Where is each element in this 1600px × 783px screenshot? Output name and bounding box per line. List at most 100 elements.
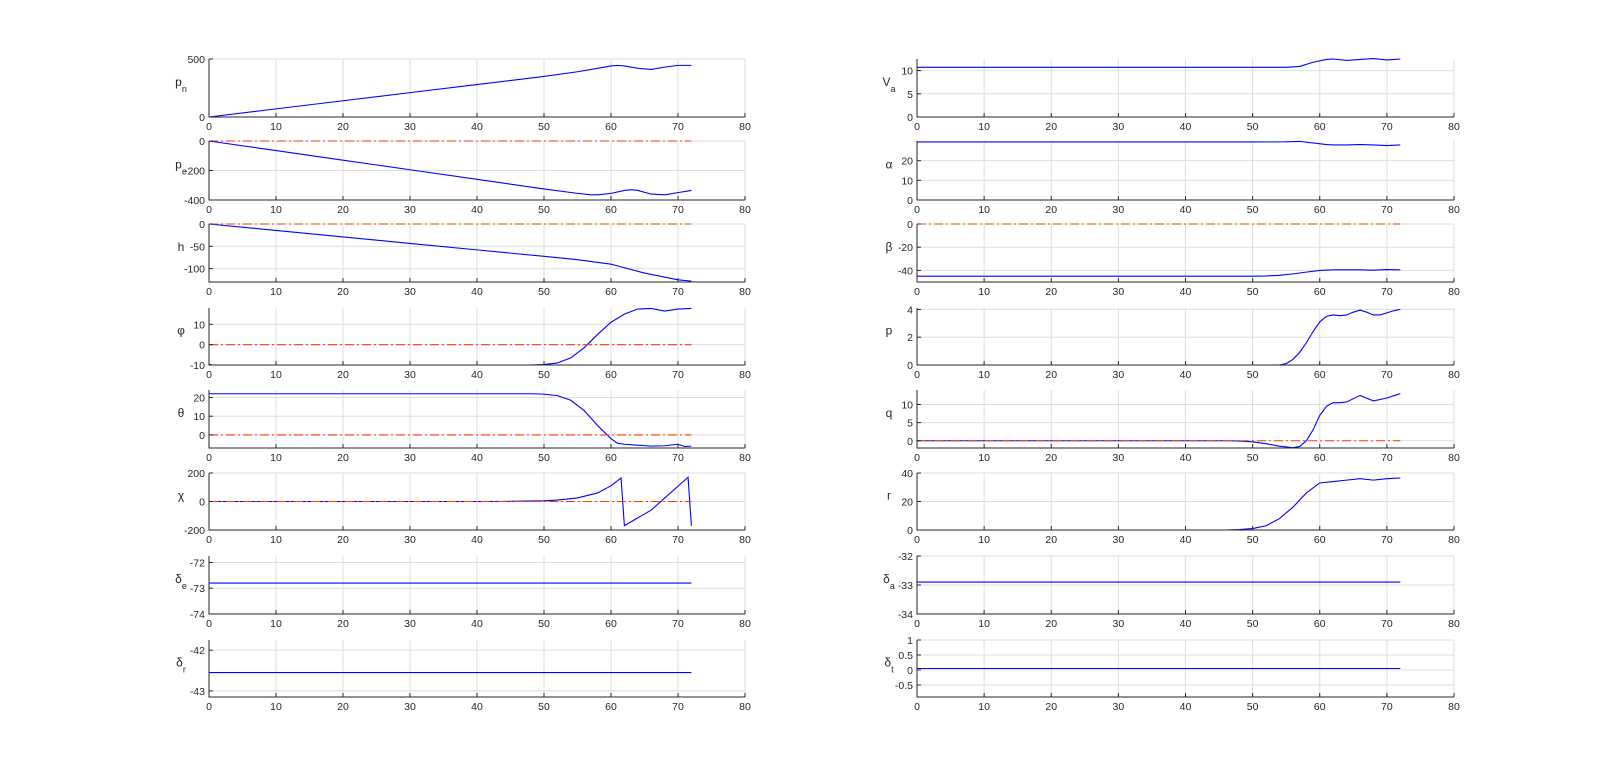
subplot-12: 0 10 20 30 40 50 60 70 80 0 2 4 p xyxy=(886,304,1460,381)
x-tick-label: 20 xyxy=(337,286,349,298)
y-tick-label: -200 xyxy=(184,166,205,178)
x-tick-label: 70 xyxy=(1381,534,1393,546)
subplot-13: 0 10 20 30 40 50 60 70 80 0 5 10 q xyxy=(886,390,1460,464)
x-tick-label: 50 xyxy=(1247,452,1259,464)
x-tick-label: 80 xyxy=(739,286,751,298)
y-tick-label: -73 xyxy=(190,583,205,595)
x-tick-label: 80 xyxy=(1448,618,1460,630)
x-tick-label: 50 xyxy=(1247,121,1259,133)
x-tick-label: 50 xyxy=(1247,534,1259,546)
x-tick-label: 80 xyxy=(739,369,751,381)
y-tick-label: 0 xyxy=(907,195,913,207)
y-axis-label: α xyxy=(886,158,893,172)
x-tick-label: 80 xyxy=(739,121,751,133)
x-tick-label: 70 xyxy=(1381,204,1393,216)
x-tick-label: 50 xyxy=(538,121,550,133)
y-tick-label: -100 xyxy=(184,264,205,276)
y-axis-label: φ xyxy=(177,324,185,338)
y-axis-label-base: p xyxy=(886,324,893,338)
actual-series-line xyxy=(209,393,692,448)
y-tick-label: 200 xyxy=(187,468,205,480)
x-tick-label: 50 xyxy=(1247,369,1259,381)
x-tick-label: 30 xyxy=(1113,369,1125,381)
x-tick-label: 0 xyxy=(206,286,212,298)
x-tick-label: 70 xyxy=(1381,618,1393,630)
x-tick-label: 30 xyxy=(404,369,416,381)
y-axis-label-base: r xyxy=(887,489,891,503)
y-tick-label: -34 xyxy=(898,609,913,621)
x-tick-label: 20 xyxy=(337,452,349,464)
x-tick-label: 50 xyxy=(538,369,550,381)
y-tick-label: -40 xyxy=(898,265,913,277)
x-tick-label: 30 xyxy=(1113,286,1125,298)
y-axis-label-base: q xyxy=(886,406,893,420)
x-tick-label: 70 xyxy=(672,618,684,630)
x-tick-label: 20 xyxy=(1045,452,1057,464)
y-tick-label: 20 xyxy=(901,497,913,509)
y-tick-label: 40 xyxy=(901,468,913,480)
x-tick-label: 50 xyxy=(538,204,550,216)
x-tick-label: 20 xyxy=(1045,286,1057,298)
x-tick-label: 0 xyxy=(206,121,212,133)
y-tick-label: 4 xyxy=(907,304,913,316)
x-tick-label: 70 xyxy=(672,286,684,298)
x-tick-label: 70 xyxy=(672,452,684,464)
y-tick-label: -0.5 xyxy=(895,680,913,692)
x-tick-label: 10 xyxy=(978,121,990,133)
y-tick-label: 0 xyxy=(907,436,913,448)
actual-series-line xyxy=(209,64,692,118)
x-tick-label: 60 xyxy=(605,121,617,133)
x-tick-label: 10 xyxy=(270,452,282,464)
y-tick-label: -200 xyxy=(184,525,205,537)
y-axis-label-base: δ xyxy=(176,656,183,670)
x-tick-label: 60 xyxy=(1314,452,1326,464)
x-tick-label: 30 xyxy=(1113,121,1125,133)
y-axis-label-subscript: r xyxy=(183,665,186,675)
x-tick-label: 80 xyxy=(739,618,751,630)
x-tick-label: 40 xyxy=(471,121,483,133)
y-tick-label: -42 xyxy=(190,645,205,657)
x-tick-label: 40 xyxy=(1180,286,1192,298)
y-axis-label: p xyxy=(886,324,893,338)
y-tick-label: 0 xyxy=(199,340,205,352)
x-tick-label: 10 xyxy=(270,286,282,298)
x-tick-label: 30 xyxy=(1113,452,1125,464)
y-axis-label-base: β xyxy=(886,240,893,254)
x-tick-label: 60 xyxy=(1314,701,1326,713)
x-tick-label: 10 xyxy=(270,204,282,216)
y-tick-label: -43 xyxy=(190,686,205,698)
x-tick-label: 80 xyxy=(1448,452,1460,464)
x-tick-label: 0 xyxy=(206,534,212,546)
x-tick-label: 60 xyxy=(1314,369,1326,381)
x-tick-label: 30 xyxy=(1113,204,1125,216)
x-tick-label: 80 xyxy=(1448,286,1460,298)
x-tick-label: 0 xyxy=(206,452,212,464)
subplot-9: 0 10 20 30 40 50 60 70 80 0 5 10 Va xyxy=(882,58,1460,133)
x-tick-label: 80 xyxy=(1448,121,1460,133)
x-tick-label: 0 xyxy=(206,204,212,216)
y-axis-label: h xyxy=(178,240,185,254)
y-tick-label: 0 xyxy=(907,219,913,231)
y-tick-label: 0 xyxy=(199,136,205,148)
x-tick-label: 10 xyxy=(978,369,990,381)
x-tick-label: 70 xyxy=(1381,452,1393,464)
x-tick-label: 20 xyxy=(337,701,349,713)
x-tick-label: 40 xyxy=(471,369,483,381)
actual-series-line xyxy=(209,140,692,196)
x-tick-label: 60 xyxy=(1314,286,1326,298)
x-tick-label: 0 xyxy=(914,286,920,298)
actual-series-line xyxy=(917,269,1401,277)
x-tick-label: 10 xyxy=(978,452,990,464)
x-tick-label: 30 xyxy=(404,286,416,298)
y-axis-label-base: δ xyxy=(884,656,891,670)
x-tick-label: 50 xyxy=(538,452,550,464)
y-axis-label-base: α xyxy=(886,158,893,172)
y-axis-label-subscript: n xyxy=(182,84,187,94)
x-tick-label: 70 xyxy=(672,701,684,713)
x-tick-label: 70 xyxy=(1381,286,1393,298)
y-tick-label: 500 xyxy=(187,54,205,66)
x-tick-label: 70 xyxy=(1381,701,1393,713)
y-axis-label-subscript: e xyxy=(182,167,187,177)
